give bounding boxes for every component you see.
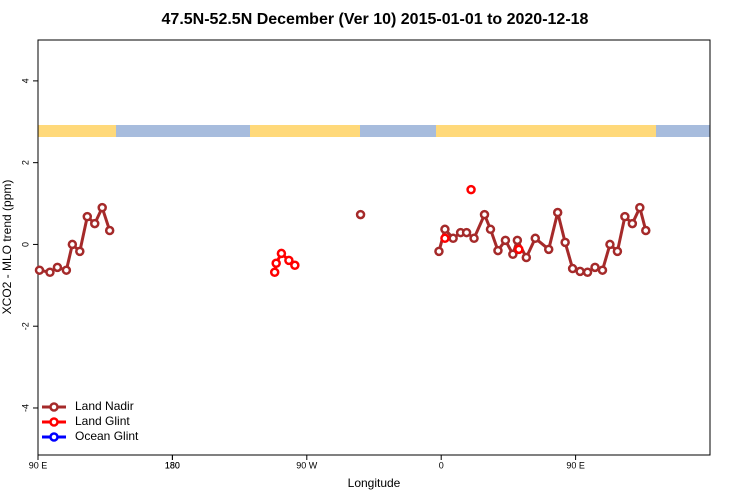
point: [530, 233, 541, 244]
point: [508, 249, 518, 259]
point: [104, 225, 115, 236]
legend-marker: [49, 402, 59, 412]
point: [493, 245, 503, 256]
land-ocean-strip: [38, 125, 710, 137]
x-tick-label: 90 E: [566, 460, 585, 470]
point: [479, 209, 490, 220]
point: [514, 244, 524, 255]
x-tick-label: 90 E: [29, 460, 48, 470]
point: [582, 267, 593, 277]
legend-marker: [49, 417, 59, 427]
point: [440, 224, 450, 235]
x-tick-label: 90 W: [296, 460, 318, 470]
point: [355, 209, 366, 220]
y-tick-label: 2: [20, 160, 30, 165]
point: [440, 233, 450, 244]
point: [276, 248, 287, 259]
point: [560, 237, 570, 248]
point: [597, 265, 608, 275]
y-tick-label: 4: [20, 78, 30, 83]
y-tick-label: -2: [20, 322, 30, 330]
point: [434, 246, 444, 257]
y-axis-label: XCO2 - MLO trend (ppm): [0, 180, 14, 315]
point: [469, 233, 479, 244]
series-line: [39, 203, 112, 274]
point: [485, 224, 496, 235]
point: [590, 262, 600, 273]
legend-marker: [49, 432, 59, 442]
point: [512, 235, 523, 246]
point: [34, 265, 45, 275]
y-tick-label: 0: [20, 242, 30, 247]
point: [612, 246, 623, 257]
point: [448, 233, 458, 244]
point: [290, 260, 300, 271]
point: [605, 239, 615, 250]
point: [269, 267, 280, 277]
point: [271, 258, 281, 268]
point: [75, 246, 85, 257]
point: [620, 211, 630, 222]
point: [521, 252, 532, 263]
legend-label: Land Nadir: [75, 399, 134, 413]
chart-title: 47.5N-52.5N December (Ver 10) 2015-01-01…: [162, 11, 589, 28]
legend-label: Land Glint: [75, 414, 130, 428]
point: [89, 218, 100, 229]
point: [466, 184, 476, 195]
point: [284, 255, 294, 266]
point: [543, 244, 554, 255]
series: [34, 202, 651, 277]
point: [567, 263, 578, 274]
point: [82, 211, 93, 222]
point: [97, 202, 107, 213]
point: [635, 202, 645, 213]
point: [52, 262, 63, 273]
point: [45, 267, 55, 277]
series: [269, 184, 524, 277]
point: [67, 239, 78, 250]
y-tick-label: -4: [20, 404, 30, 412]
point: [461, 227, 472, 238]
point: [575, 266, 585, 277]
x-tick-label: 180: [165, 460, 180, 470]
x-axis-label: Longitude: [348, 476, 401, 490]
legend-label: Ocean Glint: [75, 429, 139, 443]
point: [641, 225, 651, 236]
point: [500, 235, 511, 246]
point: [61, 265, 72, 275]
plot-frame: [37, 39, 711, 456]
x-tick-label: 180: [165, 460, 180, 470]
x-tick-label: 0: [439, 460, 444, 470]
point: [627, 218, 638, 229]
point: [552, 207, 563, 218]
